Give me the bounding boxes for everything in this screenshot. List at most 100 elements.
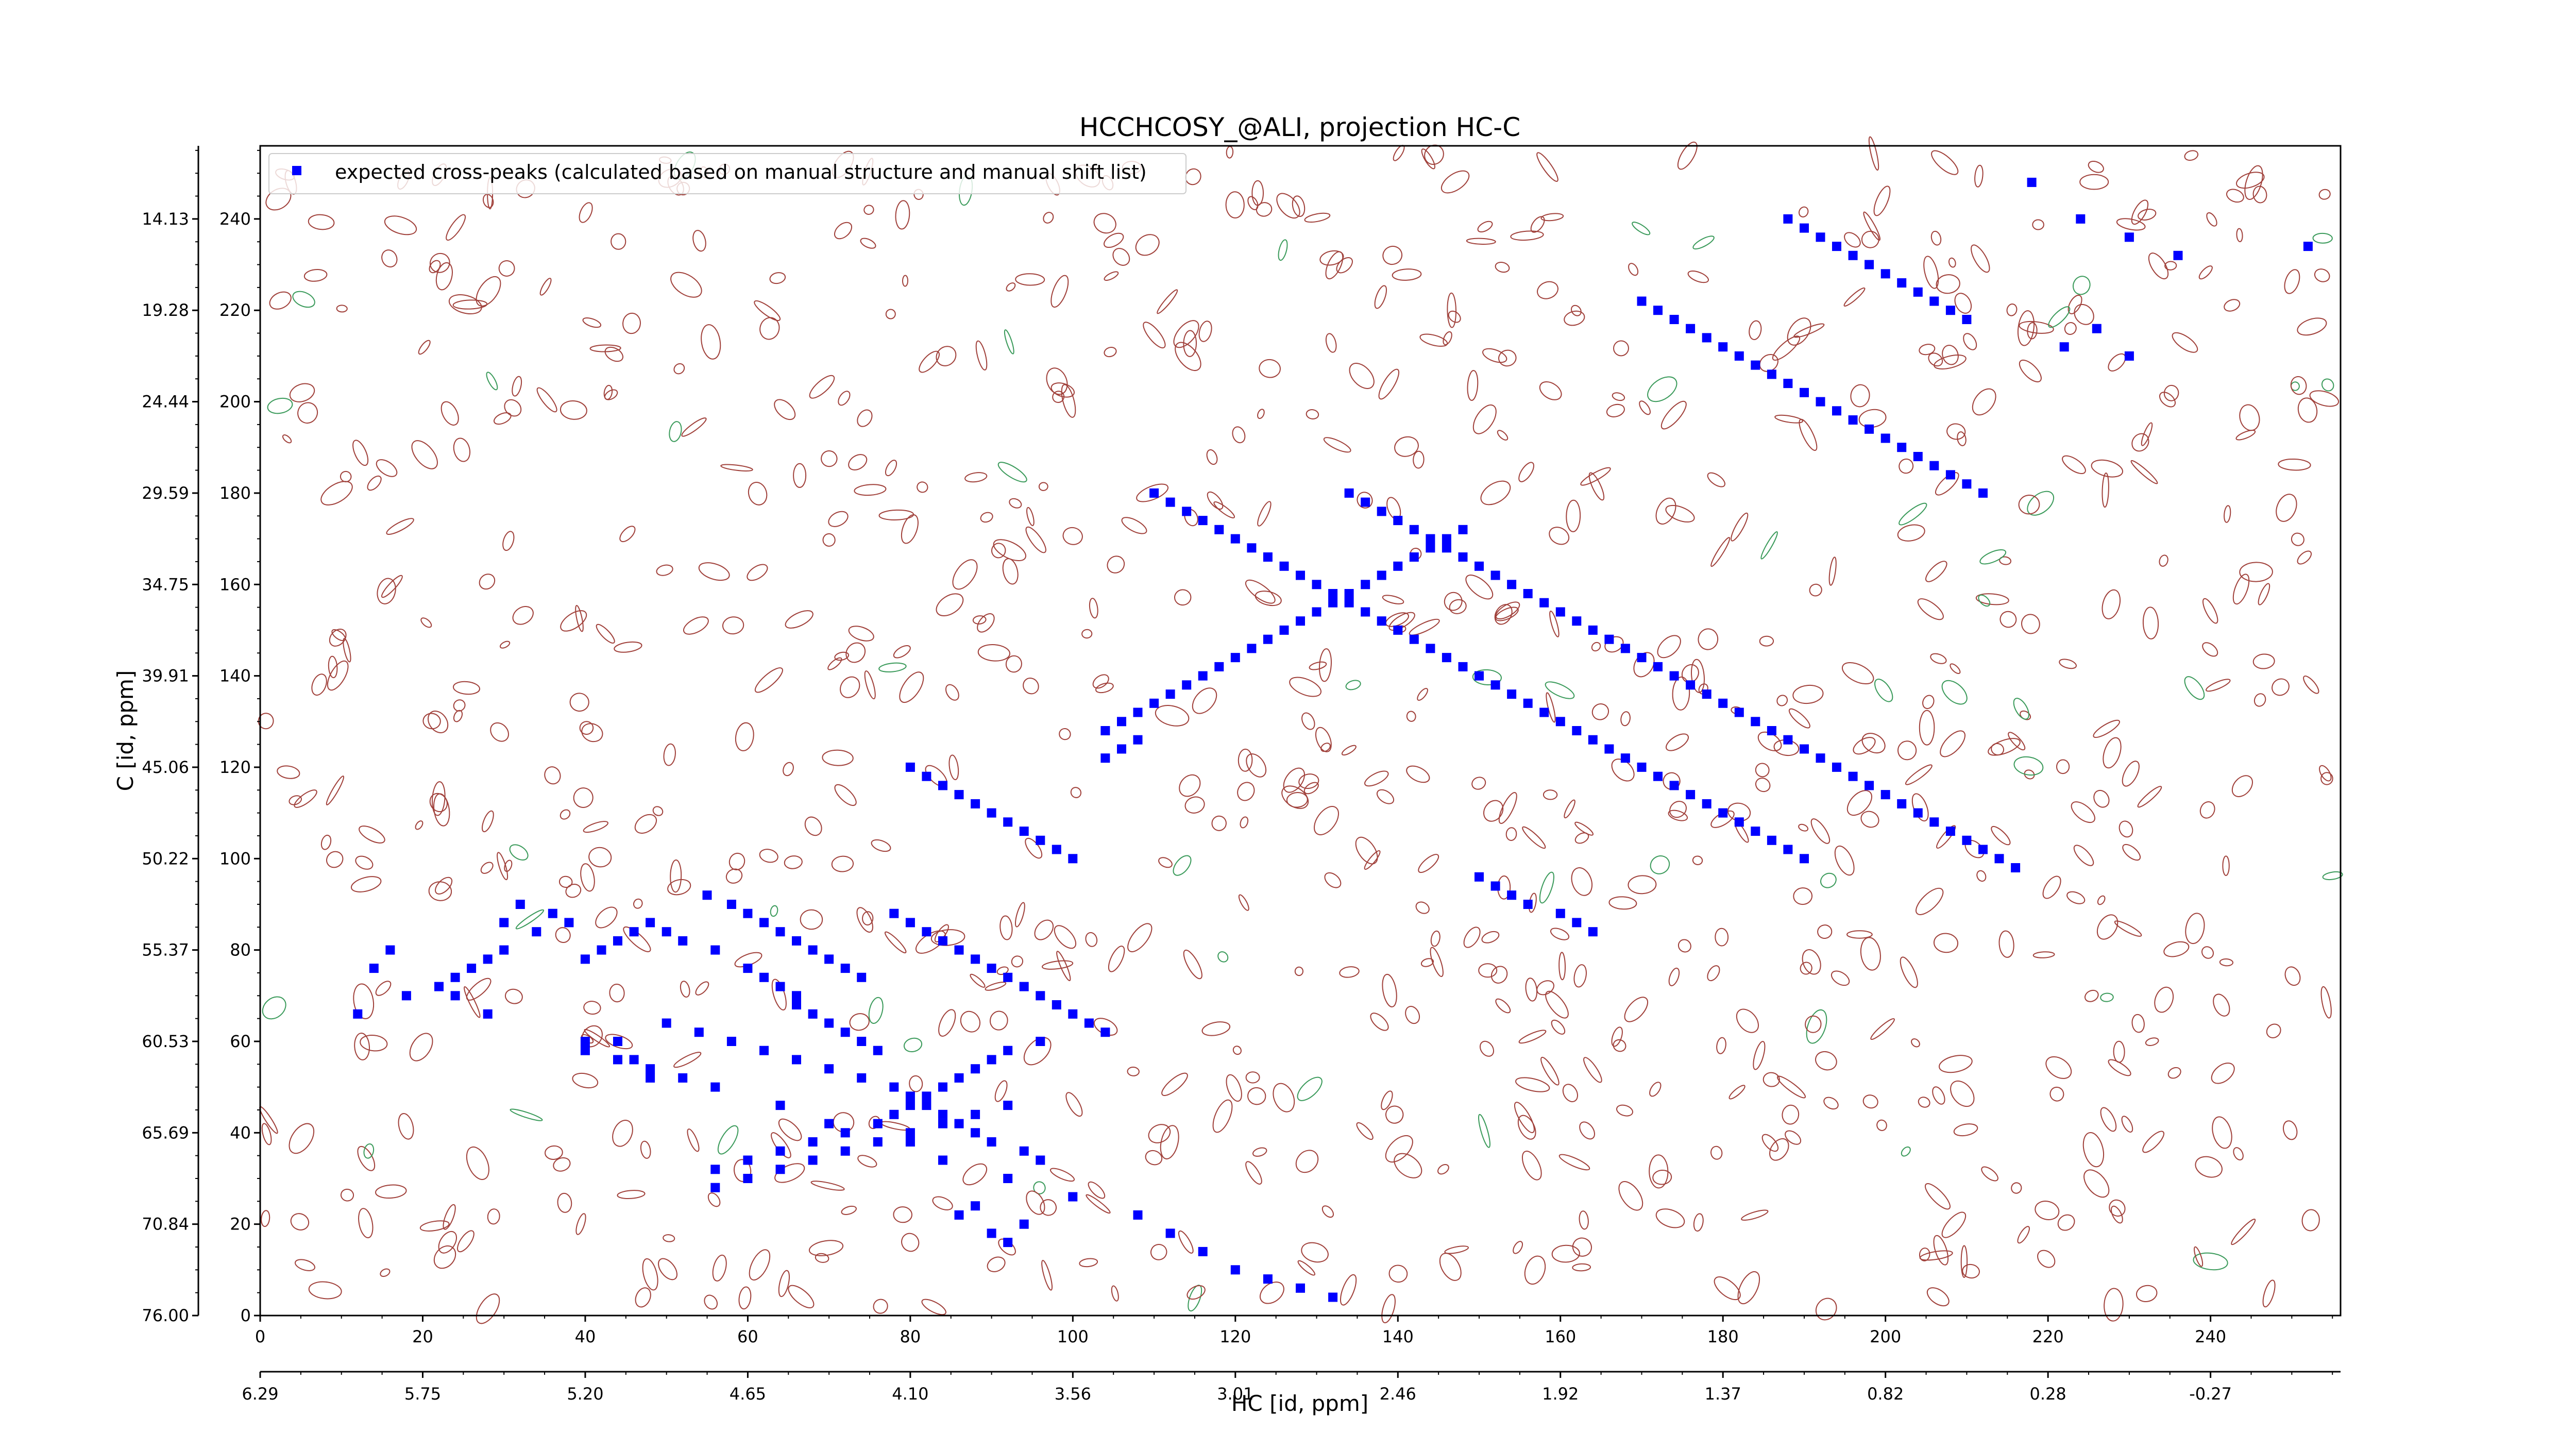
contour-ring bbox=[1104, 271, 1119, 281]
contour-ring bbox=[490, 722, 510, 742]
contour-ring bbox=[769, 272, 786, 284]
contour-ring bbox=[292, 291, 315, 308]
contour-ring bbox=[1759, 635, 1774, 647]
contour-ring bbox=[2104, 1288, 2124, 1322]
contour-ring bbox=[1536, 980, 1554, 996]
contour-ring bbox=[1059, 728, 1071, 740]
cross-peak-point bbox=[1182, 507, 1192, 516]
contour-ring bbox=[464, 986, 481, 1018]
cross-peak-point bbox=[1686, 680, 1696, 690]
contour-ring bbox=[1566, 499, 1581, 532]
contour-ring bbox=[1424, 144, 1444, 165]
contour-ring bbox=[1760, 531, 1778, 560]
contour-ring bbox=[2206, 679, 2231, 692]
contour-ring bbox=[1009, 498, 1022, 509]
contour-ring bbox=[1853, 737, 1876, 755]
contour-ring bbox=[936, 593, 964, 617]
contour-ring bbox=[2252, 653, 2275, 669]
contour-ring bbox=[778, 1118, 802, 1141]
x-ppm-tick-label: 0.28 bbox=[2030, 1384, 2066, 1404]
cross-peak-point bbox=[889, 1109, 899, 1119]
contour-ring bbox=[728, 852, 745, 870]
contour-ring bbox=[1591, 703, 1609, 720]
cross-peak-point bbox=[1361, 580, 1370, 589]
cross-peak-point bbox=[1296, 1283, 1305, 1293]
contour-ring bbox=[1611, 759, 1635, 782]
contour-ring bbox=[329, 629, 347, 647]
y-ppm-tick-label: 60.53 bbox=[142, 1032, 189, 1051]
cross-peak-point bbox=[889, 908, 899, 918]
cross-peak-point bbox=[922, 927, 931, 937]
contour-ring bbox=[1440, 170, 1470, 194]
contour-ring bbox=[1618, 1181, 1643, 1211]
contour-ring bbox=[838, 391, 851, 406]
cross-peak-point bbox=[1198, 516, 1208, 526]
contour-ring bbox=[1583, 1057, 1602, 1083]
contour-ring bbox=[1953, 1123, 1978, 1137]
contour-ring bbox=[1510, 230, 1544, 241]
contour-ring bbox=[2073, 845, 2094, 866]
contour-ring bbox=[834, 222, 853, 240]
x-axis-ppm: 6.29 5.75 5.20 4.65 4.10 3.56 3.01 2.46 1.92 1.37… bbox=[242, 1371, 2341, 1404]
cross-peak-point bbox=[1426, 644, 1435, 653]
cross-peak-point bbox=[1426, 543, 1435, 553]
contour-ring bbox=[359, 825, 385, 844]
contour-ring bbox=[658, 1258, 677, 1280]
cross-peak-point bbox=[987, 964, 996, 973]
contour-ring bbox=[656, 564, 673, 576]
contour-ring bbox=[1918, 1097, 1930, 1108]
cross-peak-point bbox=[1767, 369, 1776, 379]
contour-ring bbox=[1145, 1150, 1163, 1166]
contour-ring bbox=[1304, 212, 1331, 223]
cross-peak-point bbox=[1279, 561, 1289, 571]
contour-ring bbox=[1463, 926, 1481, 948]
contour-ring bbox=[1932, 1086, 1945, 1105]
cross-peak-point bbox=[1653, 306, 1663, 315]
contour-ring bbox=[622, 312, 641, 334]
contour-ring bbox=[1232, 1046, 1242, 1055]
contour-ring bbox=[1340, 1274, 1357, 1306]
cross-peak-point bbox=[1377, 507, 1386, 516]
cross-peak-point bbox=[1816, 397, 1825, 407]
contour-ring bbox=[1385, 1135, 1413, 1163]
contour-ring bbox=[297, 402, 318, 424]
contour-ring bbox=[311, 673, 327, 696]
cross-peak-point bbox=[971, 1128, 980, 1138]
x-tick-label: 0 bbox=[255, 1327, 265, 1346]
contour-ring bbox=[2231, 775, 2253, 797]
cross-peak-point bbox=[1344, 488, 1354, 498]
cross-peak-point bbox=[759, 918, 769, 928]
contour-ring bbox=[754, 300, 781, 321]
y-tick-label: 220 bbox=[219, 300, 251, 320]
cross-peak-point bbox=[840, 1027, 850, 1037]
contour-ring bbox=[1286, 792, 1308, 808]
cross-peak-point bbox=[1653, 662, 1663, 671]
contour-ring bbox=[1187, 1285, 1206, 1300]
contour-ring bbox=[353, 983, 375, 1019]
contour-ring bbox=[326, 776, 345, 805]
y-ppm-tick-label: 55.37 bbox=[142, 940, 189, 960]
contour-ring bbox=[2233, 1147, 2244, 1160]
contour-ring bbox=[355, 855, 374, 870]
cross-peak-point bbox=[1555, 908, 1565, 918]
contour-ring bbox=[2111, 1205, 2123, 1224]
contour-ring bbox=[1873, 186, 1891, 216]
contour-ring bbox=[1981, 1166, 1998, 1182]
contour-ring bbox=[840, 676, 860, 698]
contour-ring bbox=[1201, 1021, 1231, 1036]
cross-peak-point bbox=[759, 972, 769, 982]
contour-ring bbox=[2312, 232, 2333, 244]
contour-ring bbox=[1545, 681, 1575, 699]
y-tick-label: 100 bbox=[219, 849, 251, 868]
cross-peak-point bbox=[1230, 653, 1240, 663]
contour-ring bbox=[289, 1123, 315, 1154]
contour-ring bbox=[1341, 745, 1357, 756]
cross-peak-point bbox=[1442, 543, 1451, 553]
contour-ring bbox=[1320, 743, 1331, 752]
contour-ring bbox=[2018, 494, 2040, 515]
cross-peak-point bbox=[1816, 753, 1825, 763]
contour-ring bbox=[1364, 770, 1389, 787]
contour-ring bbox=[899, 671, 924, 703]
contour-ring bbox=[1315, 727, 1332, 752]
cross-peak-point bbox=[1003, 1238, 1013, 1248]
